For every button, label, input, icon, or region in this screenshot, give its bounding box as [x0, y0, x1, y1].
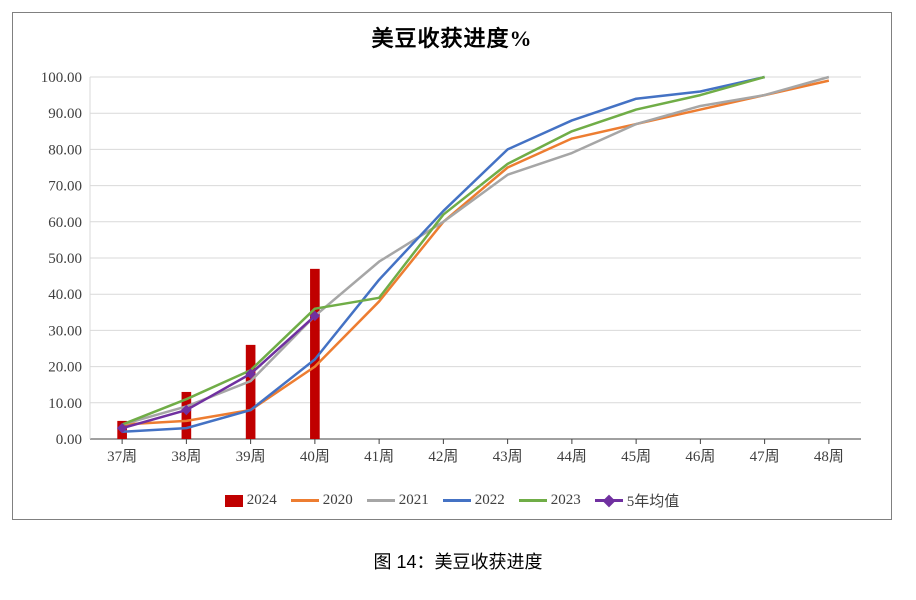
- legend-item-2022: 2022: [443, 490, 505, 511]
- svg-text:50.00: 50.00: [48, 251, 82, 267]
- svg-text:10.00: 10.00: [48, 396, 82, 412]
- svg-text:100.00: 100.00: [41, 70, 82, 86]
- svg-text:30.00: 30.00: [48, 323, 82, 339]
- svg-text:42周: 42周: [428, 448, 458, 465]
- legend-swatch: [225, 495, 243, 507]
- svg-text:44周: 44周: [557, 448, 587, 465]
- svg-text:39周: 39周: [236, 448, 266, 465]
- svg-text:0.00: 0.00: [56, 432, 82, 448]
- chart-title: 美豆收获进度%: [25, 21, 879, 53]
- svg-text:40.00: 40.00: [48, 287, 82, 303]
- chart-plot-area: 0.00 10.00 20.00 30.00 40.00 50.00 60.00 70.00 8…: [25, 59, 881, 479]
- legend-label: 2024: [247, 492, 277, 509]
- chart-container: 美豆收获进度% 0.00 10.00 20.00 30.00 40.00 50.00 60.…: [12, 12, 892, 520]
- figure-caption: 图 14：美豆收获进度: [12, 548, 904, 574]
- svg-text:48周: 48周: [814, 448, 844, 465]
- legend-swatch: [291, 499, 319, 502]
- svg-text:70.00: 70.00: [48, 179, 82, 195]
- legend-label: 2021: [399, 492, 429, 509]
- svg-text:37周: 37周: [107, 448, 137, 465]
- legend-item-2024: 2024: [225, 490, 277, 511]
- legend-swatch: [443, 499, 471, 502]
- svg-text:60.00: 60.00: [48, 215, 82, 231]
- legend-swatch: [595, 499, 623, 502]
- svg-text:90.00: 90.00: [48, 106, 82, 122]
- legend-label: 2023: [551, 492, 581, 509]
- legend-item-5年均值: 5年均值: [595, 490, 680, 511]
- svg-text:47周: 47周: [750, 448, 780, 465]
- svg-text:80.00: 80.00: [48, 142, 82, 158]
- legend-item-2021: 2021: [367, 490, 429, 511]
- svg-text:38周: 38周: [171, 448, 201, 465]
- svg-text:40周: 40周: [300, 448, 330, 465]
- legend-label: 2022: [475, 492, 505, 509]
- chart-legend: 2024 2020 2021 2022 2023 5年均值: [25, 490, 879, 511]
- legend-item-2023: 2023: [519, 490, 581, 511]
- svg-text:43周: 43周: [493, 448, 523, 465]
- legend-label: 2020: [323, 492, 353, 509]
- svg-text:45周: 45周: [621, 448, 651, 465]
- legend-label: 5年均值: [627, 490, 680, 511]
- svg-text:46周: 46周: [685, 448, 715, 465]
- svg-text:20.00: 20.00: [48, 360, 82, 376]
- legend-swatch: [519, 499, 547, 502]
- svg-text:41周: 41周: [364, 448, 394, 465]
- legend-item-2020: 2020: [291, 490, 353, 511]
- legend-swatch: [367, 499, 395, 502]
